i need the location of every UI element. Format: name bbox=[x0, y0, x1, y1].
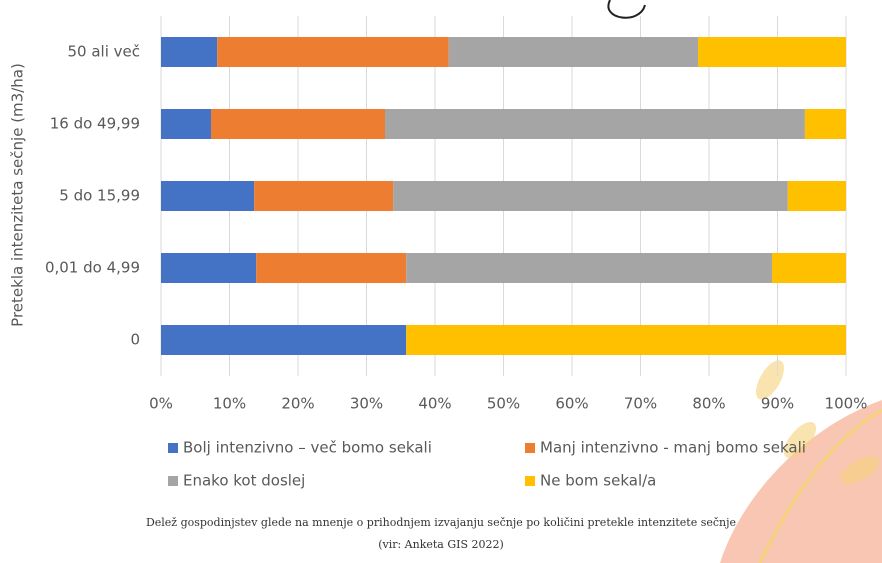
bar-segment bbox=[698, 37, 846, 67]
legend-swatch bbox=[525, 443, 535, 453]
bar-segment bbox=[256, 253, 407, 283]
bar-segment bbox=[254, 181, 394, 211]
bar-segment bbox=[161, 253, 257, 283]
bar-segment bbox=[211, 109, 385, 139]
x-tick-label: 40% bbox=[418, 395, 451, 413]
legend-swatch bbox=[168, 476, 178, 486]
bar-segment bbox=[406, 325, 846, 355]
y-axis-label: Pretekla intenziteta sečnje (m3/ha) bbox=[9, 63, 27, 327]
x-tick-label: 50% bbox=[487, 395, 520, 413]
x-tick-label: 60% bbox=[555, 395, 588, 413]
bar-segment bbox=[772, 253, 846, 283]
x-tick-label: 90% bbox=[761, 395, 794, 413]
y-tick-label: 0 bbox=[130, 331, 140, 349]
bar-segment bbox=[804, 109, 846, 139]
bar-segment bbox=[161, 325, 407, 355]
bar-segment bbox=[393, 181, 788, 211]
legend-label: Ne bom sekal/a bbox=[540, 472, 656, 490]
x-tick-label: 30% bbox=[350, 395, 383, 413]
decoration bbox=[607, 0, 882, 563]
bar-segment bbox=[161, 181, 255, 211]
x-tick-label: 100% bbox=[825, 395, 868, 413]
caption: (vir: Anketa GIS 2022) bbox=[378, 538, 504, 551]
bar-segment bbox=[406, 253, 773, 283]
y-tick-label: 5 do 15,99 bbox=[59, 187, 140, 205]
legend-label: Bolj intenzivno – več bomo sekali bbox=[183, 439, 432, 457]
y-tick-label: 0,01 do 4,99 bbox=[45, 259, 140, 277]
bar-segment bbox=[161, 37, 218, 67]
x-tick-label: 70% bbox=[624, 395, 657, 413]
x-tick-label: 20% bbox=[281, 395, 314, 413]
x-tick-label: 0% bbox=[149, 395, 173, 413]
x-tick-label: 10% bbox=[213, 395, 246, 413]
y-tick-label: 50 ali več bbox=[67, 43, 140, 61]
legend-swatch bbox=[525, 476, 535, 486]
bar-segment bbox=[384, 109, 805, 139]
caption: Delež gospodinjstev glede na mnenje o pr… bbox=[146, 516, 736, 529]
x-tick-label: 80% bbox=[692, 395, 725, 413]
bar-segment bbox=[787, 181, 846, 211]
legend-swatch bbox=[168, 443, 178, 453]
legend-label: Manj intenzivno - manj bomo sekali bbox=[540, 439, 806, 457]
y-tick-label: 16 do 49,99 bbox=[50, 115, 140, 133]
bar-segment bbox=[448, 37, 699, 67]
legend-label: Enako kot doslej bbox=[183, 472, 305, 490]
bar-segment bbox=[161, 109, 212, 139]
bar-segment bbox=[217, 37, 449, 67]
